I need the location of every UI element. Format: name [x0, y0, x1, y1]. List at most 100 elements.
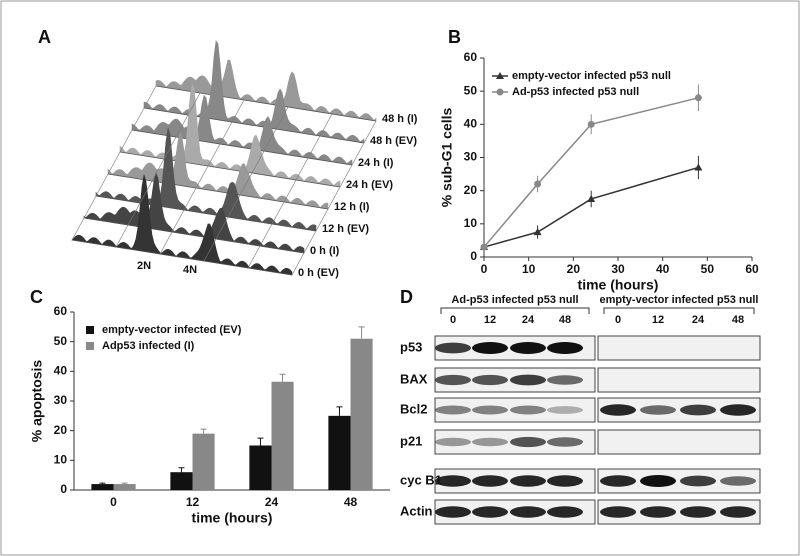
marker — [587, 194, 596, 202]
lane-label: 24 — [692, 314, 705, 326]
error-bar — [178, 467, 185, 473]
bar — [249, 445, 272, 490]
y-axis-label: % apoptosis — [29, 360, 45, 443]
y-tick-label: 0 — [470, 249, 477, 263]
floor-line — [71, 85, 157, 241]
floor-line — [291, 120, 377, 276]
row-label: p21 — [400, 433, 422, 448]
trace-label: 24 h (I) — [358, 157, 394, 169]
group-title: empty-vector infected p53 null — [600, 294, 759, 306]
blot-band — [680, 506, 716, 518]
blot-band — [640, 506, 676, 518]
x-tick-label: 24 — [265, 495, 279, 509]
group-title: Ad-p53 infected p53 null — [451, 294, 578, 306]
trace-label: 0 h (EV) — [298, 267, 339, 279]
histogram-trace — [119, 82, 341, 188]
x-tick-label: 12 — [186, 495, 200, 509]
lane-label: 48 — [732, 314, 744, 326]
row-label: BAX — [400, 371, 428, 386]
legend-marker — [496, 88, 504, 96]
histogram-baseline — [143, 107, 365, 144]
trace-label: 48 h (I) — [382, 113, 418, 125]
histogram-baseline — [83, 217, 305, 254]
y-tick-label: 40 — [464, 117, 478, 131]
y-tick-label: 10 — [54, 453, 68, 467]
legend-label: Ad-p53 infected p53 null — [512, 86, 639, 98]
histogram-panel: 48 h (I) 48 h (EV) 24 h (I) 24 h (EV) 12 h (… — [71, 40, 418, 279]
x-tick-label: 48 — [344, 495, 358, 509]
bar — [328, 415, 351, 490]
histogram-trace — [83, 171, 305, 254]
blot-strip — [597, 429, 761, 455]
legend-label: empty-vector infected p53 null — [512, 70, 671, 82]
lane-label: 48 — [559, 314, 571, 326]
histogram-baseline — [119, 151, 341, 188]
y-tick-label: 30 — [54, 393, 68, 407]
bar — [91, 484, 114, 490]
blot-band — [547, 475, 583, 487]
histogram-trace — [71, 174, 293, 276]
group-bracket — [603, 307, 755, 314]
row-label: p53 — [400, 339, 422, 354]
x-tick-label: 50 — [701, 262, 715, 276]
x-tick-label: 0 — [110, 495, 117, 509]
histogram-trace — [95, 128, 317, 232]
blot-band — [472, 506, 508, 518]
x-tick-label: 30 — [611, 262, 625, 276]
row-label: Bcl2 — [400, 401, 427, 416]
blot-band — [640, 475, 676, 487]
marker — [694, 94, 702, 102]
panel-label: A — [38, 27, 51, 47]
blot-band — [472, 437, 508, 447]
blot-band — [472, 342, 508, 354]
blot-band — [435, 437, 471, 447]
y-tick-label: 30 — [464, 150, 478, 164]
blot-band — [547, 506, 583, 518]
blot-band — [547, 375, 583, 385]
trace-label: 12 h (EV) — [322, 223, 369, 235]
legend-label: empty-vector infected (EV) — [102, 324, 242, 336]
blot-band — [547, 406, 583, 414]
y-tick-label: 50 — [464, 83, 478, 97]
y-axis-label: % sub-G1 cells — [439, 107, 455, 207]
panel-label: C — [30, 287, 43, 307]
blot-band — [547, 437, 583, 447]
legend-swatch — [86, 342, 94, 350]
blot-band — [435, 506, 471, 518]
marker — [533, 228, 542, 236]
x-tick-label: 20 — [567, 262, 581, 276]
lane-label: 12 — [652, 314, 664, 326]
legend-label: Adp53 infected (I) — [102, 340, 195, 352]
trace-label: 24 h (EV) — [346, 179, 393, 191]
x-axis-label: time (hours) — [192, 510, 273, 526]
row-label: cyc B1 — [400, 472, 442, 487]
error-bar — [279, 373, 286, 382]
blot-strip — [597, 367, 761, 393]
row-label: Actin — [400, 503, 433, 518]
blot-band — [600, 475, 636, 487]
bar — [271, 381, 294, 490]
marker — [694, 163, 703, 171]
marker — [587, 120, 595, 128]
x-tick-label: 0 — [481, 262, 488, 276]
x-tick-label: 60 — [745, 262, 759, 276]
blot-band — [435, 342, 471, 354]
blot-band — [510, 374, 546, 386]
blot-band — [547, 342, 583, 354]
histogram-trace — [107, 132, 329, 210]
blot-panel: Ad-p53 infected p53 null 0 12 24 48 empty-vec… — [400, 294, 761, 525]
legend-marker — [496, 72, 504, 79]
bar — [113, 484, 136, 490]
bar — [350, 338, 373, 490]
group-bracket — [440, 307, 590, 314]
blot-band — [680, 404, 716, 416]
y-tick-label: 20 — [464, 183, 478, 197]
floor-line — [115, 92, 201, 248]
peak-label: 4N — [183, 264, 197, 276]
panel-label: B — [448, 27, 461, 47]
y-tick-label: 50 — [54, 334, 68, 348]
marker — [534, 180, 542, 188]
trace-label: 48 h (EV) — [370, 135, 417, 147]
legend-swatch — [86, 326, 94, 334]
